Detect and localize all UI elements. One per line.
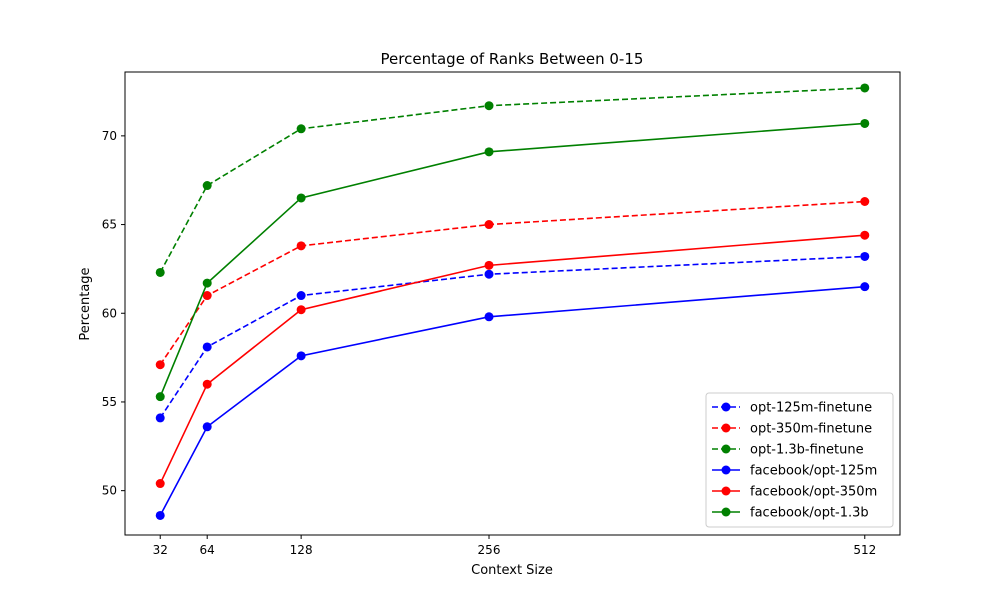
legend-marker [721,507,731,517]
x-tick-label: 32 [153,543,168,557]
series-2-point [296,124,306,134]
legend-marker [721,402,731,412]
legend-entry: opt-1.3b-finetune [750,443,864,458]
legend-marker [721,465,731,475]
y-tick-label: 60 [102,306,117,320]
legend-box [705,392,894,528]
series-1-point [202,291,212,301]
y-tick-label: 70 [102,129,117,143]
series-0-point [202,342,212,352]
series-5-point [296,193,306,203]
series-0-point [860,251,870,261]
series-2-point [155,267,165,277]
series-0-point [484,269,494,279]
series-3-point [296,351,306,361]
x-axis: 32 64 128 256 512 [153,535,876,557]
series-0-point [155,413,165,423]
legend: opt-125m-finetune opt-350m-finetune opt-1.… [705,392,894,528]
legend-entry: facebook/opt-350m [750,485,877,500]
y-tick-label: 55 [102,395,117,409]
series-5-point [155,392,165,402]
series-line-1 [159,200,865,366]
legend-entry: facebook/opt-125m [750,464,877,479]
series-4-point [296,305,306,315]
series-5-point [202,278,212,288]
series-0-point [296,291,306,301]
series-3-point [202,422,212,432]
series-1-point [296,241,306,251]
series-3-point [484,312,494,322]
series-5-point [860,118,870,128]
series-4-point [484,260,494,270]
series-1-point [860,196,870,206]
legend-marker [721,486,731,496]
x-tick-label: 512 [853,543,876,557]
x-tick-label: 64 [200,543,215,557]
series-line-5 [159,122,865,397]
x-tick-label: 256 [478,543,501,557]
x-axis-label: Context Size [471,563,553,578]
series-4-point [202,379,212,389]
series-4-point [860,230,870,240]
legend-entry: opt-125m-finetune [750,401,872,416]
y-tick-label: 65 [102,218,117,232]
series-line-2 [159,87,865,273]
legend-entry: facebook/opt-1.3b [750,506,869,521]
series-2-point [860,83,870,93]
x-tick-label: 128 [290,543,313,557]
series-3-point [860,282,870,292]
y-tick-label: 50 [102,484,117,498]
legend-marker [721,444,731,454]
series-1-point [155,360,165,370]
series-2-point [202,181,212,191]
plot-frame [124,71,901,536]
series-1-point [484,220,494,230]
y-axis: 50 55 60 65 70 [102,129,125,498]
legend-marker [721,423,731,433]
series-layer [155,83,870,520]
series-4-point [155,479,165,489]
series-2-point [484,101,494,111]
legend-entry: opt-350m-finetune [750,422,872,437]
series-5-point [484,147,494,157]
y-axis-label: Percentage [78,267,93,340]
series-3-point [155,510,165,520]
chart-title: Percentage of Ranks Between 0-15 [381,50,644,68]
